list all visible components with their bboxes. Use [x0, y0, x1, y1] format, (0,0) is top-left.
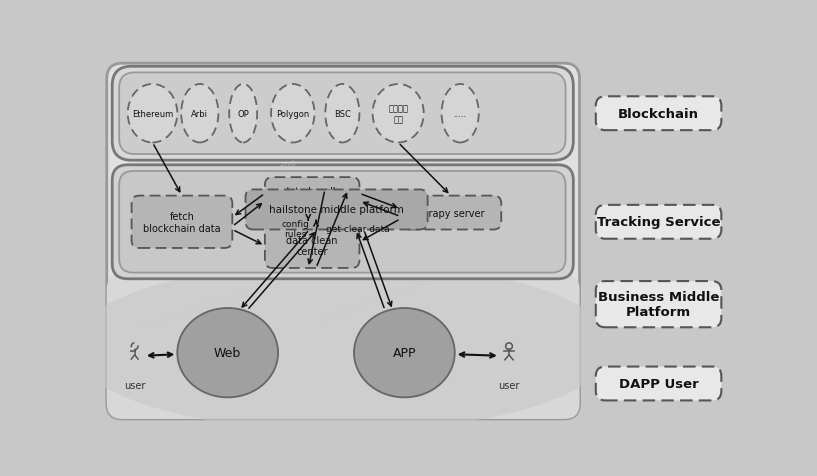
Text: APP: APP: [393, 347, 416, 359]
Text: .....: .....: [453, 109, 467, 119]
Ellipse shape: [177, 308, 278, 397]
Text: DAPP User: DAPP User: [618, 377, 699, 390]
Text: config
rules: config rules: [282, 219, 310, 239]
Text: Shijiang Guo shijiang.guo: Shijiang Guo shijiang.guo: [185, 158, 297, 206]
Text: scrapy server: scrapy server: [417, 208, 484, 218]
Text: data clean
center: data clean center: [287, 235, 338, 257]
Ellipse shape: [127, 85, 177, 143]
Text: Business Middle
Platform: Business Middle Platform: [598, 290, 719, 318]
Text: Shijiang Guo shijiang.guo: Shijiang Guo shijiang.guo: [318, 277, 429, 325]
Ellipse shape: [230, 85, 257, 143]
FancyBboxPatch shape: [132, 196, 232, 248]
Text: Blockchain: Blockchain: [618, 108, 699, 120]
Text: Arbi: Arbi: [191, 109, 208, 119]
Ellipse shape: [71, 262, 614, 431]
Text: user: user: [498, 381, 520, 391]
FancyBboxPatch shape: [112, 166, 574, 279]
Ellipse shape: [354, 308, 455, 397]
FancyBboxPatch shape: [400, 196, 502, 230]
FancyBboxPatch shape: [265, 224, 359, 268]
FancyBboxPatch shape: [596, 367, 721, 401]
Text: user: user: [124, 381, 145, 391]
FancyBboxPatch shape: [596, 206, 721, 239]
Text: 数据聚合
网站: 数据聚合 网站: [388, 104, 408, 124]
Text: Tracking Service: Tracking Service: [597, 216, 721, 229]
Text: data handle
rules: data handle rules: [283, 187, 342, 208]
Text: get clear data: get clear data: [326, 225, 390, 234]
FancyBboxPatch shape: [119, 73, 565, 155]
Text: fetch
blockchain data: fetch blockchain data: [143, 211, 221, 233]
Text: OP: OP: [237, 109, 249, 119]
FancyBboxPatch shape: [596, 97, 721, 131]
Text: Shijiang Guo shijiang.guo: Shijiang Guo shijiang.guo: [140, 285, 251, 332]
FancyBboxPatch shape: [265, 178, 359, 218]
Text: Polygon: Polygon: [276, 109, 310, 119]
Ellipse shape: [181, 85, 218, 143]
FancyBboxPatch shape: [245, 190, 427, 230]
Text: Web: Web: [214, 347, 241, 359]
FancyBboxPatch shape: [119, 172, 565, 273]
FancyBboxPatch shape: [107, 64, 579, 419]
Ellipse shape: [441, 85, 479, 143]
Ellipse shape: [271, 85, 315, 143]
Text: BSC: BSC: [334, 109, 350, 119]
Ellipse shape: [325, 85, 359, 143]
FancyBboxPatch shape: [112, 67, 574, 161]
Text: hailstone middle platform: hailstone middle platform: [269, 205, 404, 215]
Ellipse shape: [373, 85, 424, 143]
FancyBboxPatch shape: [596, 281, 721, 327]
FancyBboxPatch shape: [107, 275, 579, 419]
Text: Ethereum: Ethereum: [132, 109, 173, 119]
